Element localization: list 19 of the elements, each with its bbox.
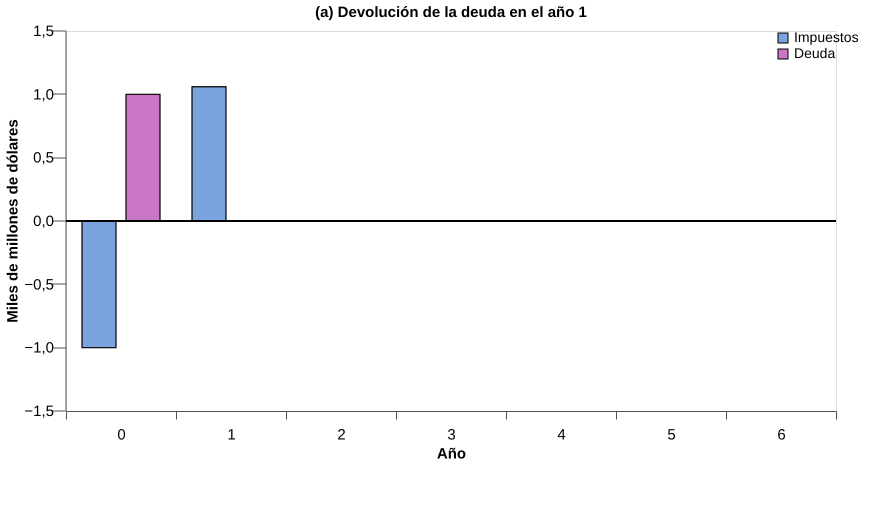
x-tick-label: 5 [667,426,676,444]
x-tick-label: 1 [227,426,236,444]
x-tick-label: 2 [337,426,346,444]
chart-title: (a) Devolución de la deuda en el año 1 [315,4,587,21]
x-tick-label: 6 [777,426,786,444]
y-tick-label: 0,5 [33,150,54,167]
y-tick-label: 0,0 [33,213,54,230]
y-tick-label: 1,5 [33,23,54,40]
x-tick-label: 4 [557,426,566,444]
y-tick-label: −0,5 [24,276,54,294]
x-tick-label: 0 [117,426,126,444]
y-axis-title: Miles de millones de dólares [4,119,22,323]
y-tick-label: −1,0 [24,340,54,357]
legend-label: Deuda [794,45,836,61]
y-tick-label: −1,5 [24,403,54,420]
x-axis-title: Año [436,446,466,462]
legend-label: Impuestos [794,29,859,45]
x-tick-label: 3 [447,426,456,444]
y-tick-label: 1,0 [33,86,54,104]
